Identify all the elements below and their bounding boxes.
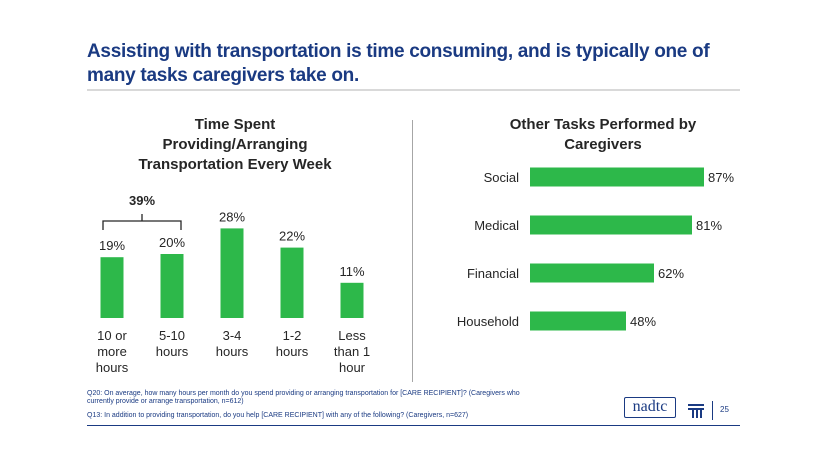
chart-1-title-line: Transportation Every Week <box>138 156 332 173</box>
weekly-hours-bar <box>160 254 184 318</box>
weekly-hours-bar <box>220 228 244 318</box>
task-value-label: 81% <box>696 218 722 233</box>
weekly-hours-category-label: hours <box>156 344 189 359</box>
weekly-hours-category-label: Less <box>338 328 366 343</box>
weekly-hours-value-label: 19% <box>99 238 125 253</box>
weekly-hours-bar <box>340 282 364 318</box>
task-category-label: Medical <box>474 218 519 233</box>
weekly-hours-category-label: hour <box>339 360 366 375</box>
footnote-q20: Q20: On average, how many hours per mont… <box>87 390 520 405</box>
weekly-hours-category-label: hours <box>216 344 249 359</box>
chart-1-title-line: Time Spent <box>194 116 276 133</box>
footer-rule <box>87 425 740 426</box>
task-category-label: Financial <box>467 266 519 281</box>
task-value-label: 48% <box>630 314 656 329</box>
chart-2-title-line: Caregivers <box>564 136 642 153</box>
task-bar <box>530 215 692 235</box>
annotation-label: 39% <box>129 193 155 208</box>
task-value-label: 87% <box>708 170 734 185</box>
weekly-hours-category-label: 1-2 <box>283 328 302 343</box>
slide-title: Assisting with transportation is time co… <box>87 41 710 86</box>
weekly-hours-value-label: 20% <box>159 235 185 250</box>
task-bar <box>530 311 626 331</box>
weekly-hours-category-label: hours <box>276 344 309 359</box>
annotation-bracket <box>102 214 182 230</box>
weekly-hours-value-label: 28% <box>219 209 245 224</box>
chart-1-title: Time Spent Providing/Arranging Transport… <box>105 115 365 175</box>
task-bar <box>530 167 704 187</box>
chart-divider <box>412 120 413 382</box>
chart-2-title: Other Tasks Performed by Caregivers <box>478 115 728 155</box>
nadtc-logo: nadtc <box>624 397 676 418</box>
weekly-hours-value-label: 22% <box>279 229 305 244</box>
title-underline <box>87 89 740 91</box>
task-category-label: Social <box>484 170 520 185</box>
weekly-hours-category-label: than 1 <box>334 344 370 359</box>
weekly-hours-category-label: 10 or <box>97 328 127 343</box>
signal-bars-icon <box>688 404 704 418</box>
chart-2-title-line: Other Tasks Performed by <box>509 116 697 133</box>
weekly-hours-bar <box>100 257 124 318</box>
weekly-hours-value-label: 11% <box>339 264 364 279</box>
page-number: 25 <box>720 405 729 414</box>
page-number-separator <box>712 401 713 420</box>
weekly-hours-category-label: 3-4 <box>223 328 242 343</box>
weekly-hours-category-label: hours <box>96 360 129 375</box>
weekly-hours-category-label: 5-10 <box>159 328 185 343</box>
weekly-hours-category-label: more <box>97 344 127 359</box>
chart-1-title-line: Providing/Arranging <box>162 136 308 153</box>
weekly-hours-bar <box>280 247 304 318</box>
footnote-q13: Q13: In addition to providing transporta… <box>87 412 469 419</box>
task-category-label: Household <box>457 314 519 329</box>
task-bar <box>530 263 654 283</box>
task-value-label: 62% <box>658 266 684 281</box>
